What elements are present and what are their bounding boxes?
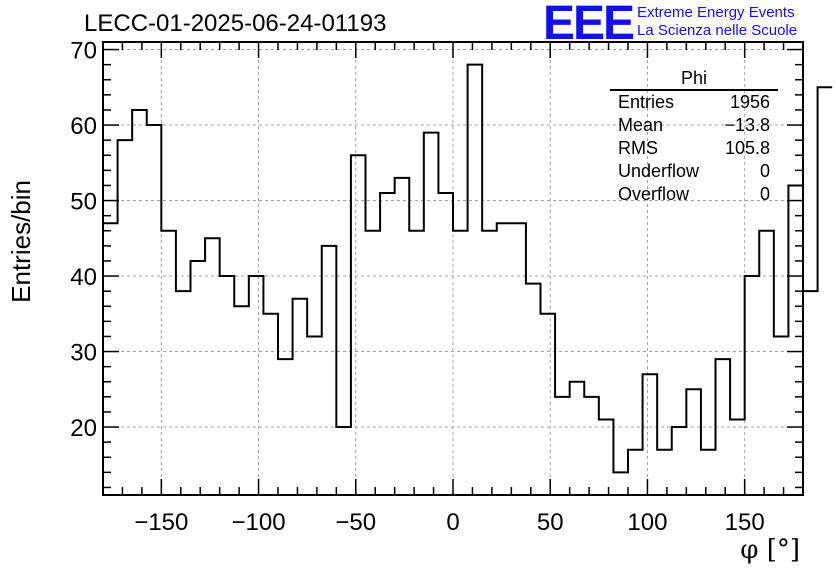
x-tick-label: 50 xyxy=(537,509,564,536)
histogram-bin xyxy=(366,231,381,495)
histogram-bin xyxy=(774,336,789,495)
stat-label: Mean xyxy=(618,115,664,135)
stat-value: 0 xyxy=(759,184,770,204)
y-tick-label: 30 xyxy=(70,340,97,367)
statistics-box: Phi Entries 1956 Mean −13.8 RMS 105.8 Un… xyxy=(610,68,778,206)
histogram-bin xyxy=(118,140,133,495)
histogram-bin xyxy=(395,178,410,495)
x-axis-label: φ [°] xyxy=(740,535,800,565)
x-tick-label: −100 xyxy=(232,509,286,536)
y-axis-label: Entries/bin xyxy=(6,180,36,303)
histogram-bin xyxy=(526,284,541,495)
histogram-bin xyxy=(293,299,308,495)
histogram-bin xyxy=(745,276,760,495)
histogram-bin xyxy=(818,87,833,495)
histogram-bin xyxy=(220,276,235,495)
logo-caption-line2: La Scienza nelle Scuole xyxy=(637,22,798,39)
histogram-bin xyxy=(599,420,614,496)
y-tick-label: 60 xyxy=(70,113,97,140)
stat-label: Overflow xyxy=(618,184,690,204)
logo-caption: Extreme Energy Events La Scienza nelle S… xyxy=(637,4,797,40)
y-tick-label: 40 xyxy=(70,264,97,291)
stat-value: 0 xyxy=(759,161,770,181)
x-tick-label: 0 xyxy=(446,509,459,536)
stat-row-underflow: Underflow 0 xyxy=(610,160,778,183)
axis-ticks xyxy=(102,42,804,495)
x-tick-label: 150 xyxy=(725,509,765,536)
histogram-bin xyxy=(278,359,293,495)
histogram-bin xyxy=(380,193,395,495)
stat-label: Entries xyxy=(618,92,675,112)
y-tick-label: 70 xyxy=(70,38,97,65)
histogram-bin xyxy=(205,238,220,495)
histogram-series xyxy=(103,63,833,496)
histogram-bin xyxy=(176,291,191,495)
histogram-bin xyxy=(497,223,512,495)
histogram-bin xyxy=(438,193,453,495)
statbox-title: Phi xyxy=(610,68,778,91)
stat-row-entries: Entries 1956 xyxy=(610,91,778,114)
histogram-bin xyxy=(570,382,585,495)
histogram-bin xyxy=(453,231,468,495)
histogram-bin xyxy=(643,374,658,495)
histogram-bin xyxy=(584,397,599,495)
stat-label: RMS xyxy=(618,138,658,158)
histogram-bin xyxy=(716,359,731,495)
histogram-bin xyxy=(759,231,774,495)
histogram-bin xyxy=(686,389,701,495)
histogram-bin xyxy=(409,231,424,495)
histogram-bin xyxy=(541,314,556,495)
x-tick-label: −50 xyxy=(335,509,376,536)
histogram-bin xyxy=(147,125,162,495)
stat-label: Underflow xyxy=(618,161,700,181)
stat-value: 1956 xyxy=(729,92,770,112)
chart-title: LECC-01-2025-06-24-01193 xyxy=(84,10,387,37)
histogram-bin xyxy=(672,427,687,495)
histogram-bin xyxy=(191,261,206,495)
histogram-bin xyxy=(424,133,439,495)
histogram-bin xyxy=(307,336,322,495)
x-tick-label: −150 xyxy=(134,509,188,536)
histogram-bin xyxy=(657,450,672,495)
stat-value: 105.8 xyxy=(724,138,770,158)
histogram-bin xyxy=(161,231,176,495)
histogram-bin xyxy=(803,291,818,495)
y-tick-label: 50 xyxy=(70,189,97,216)
x-tick-label: 100 xyxy=(627,509,667,536)
histogram-bin xyxy=(730,420,745,496)
histogram-bin xyxy=(351,155,366,495)
plot-frame xyxy=(102,41,804,496)
histogram-bin xyxy=(336,427,351,495)
histogram-bin xyxy=(322,246,337,495)
histogram-bin xyxy=(249,276,264,495)
histogram-bin xyxy=(613,472,628,495)
histogram-bin xyxy=(263,314,278,495)
stat-value: −13.8 xyxy=(724,115,770,135)
histogram-bin xyxy=(132,110,147,495)
y-tick-labels: 20 30 40 50 60 70 xyxy=(70,38,97,442)
stat-row-rms: RMS 105.8 xyxy=(610,137,778,160)
histogram-line xyxy=(103,63,833,474)
x-tick-labels: −150 −100 −50 0 50 100 150 xyxy=(134,509,764,536)
eee-logo: EEE xyxy=(543,0,635,50)
histogram-bin xyxy=(628,450,643,495)
y-tick-label: 20 xyxy=(70,415,97,442)
histogram-bin xyxy=(788,185,803,495)
histogram-bin xyxy=(701,450,716,495)
histogram-bin xyxy=(103,223,118,495)
histogram-bin xyxy=(482,231,497,495)
logo-caption-line1: Extreme Energy Events xyxy=(637,4,795,21)
histogram-bin xyxy=(511,223,526,495)
stat-row-mean: Mean −13.8 xyxy=(610,114,778,137)
histogram-bin xyxy=(555,397,570,495)
stat-row-overflow: Overflow 0 xyxy=(610,183,778,206)
histogram-bin xyxy=(468,65,483,495)
histogram-bin xyxy=(234,306,249,495)
